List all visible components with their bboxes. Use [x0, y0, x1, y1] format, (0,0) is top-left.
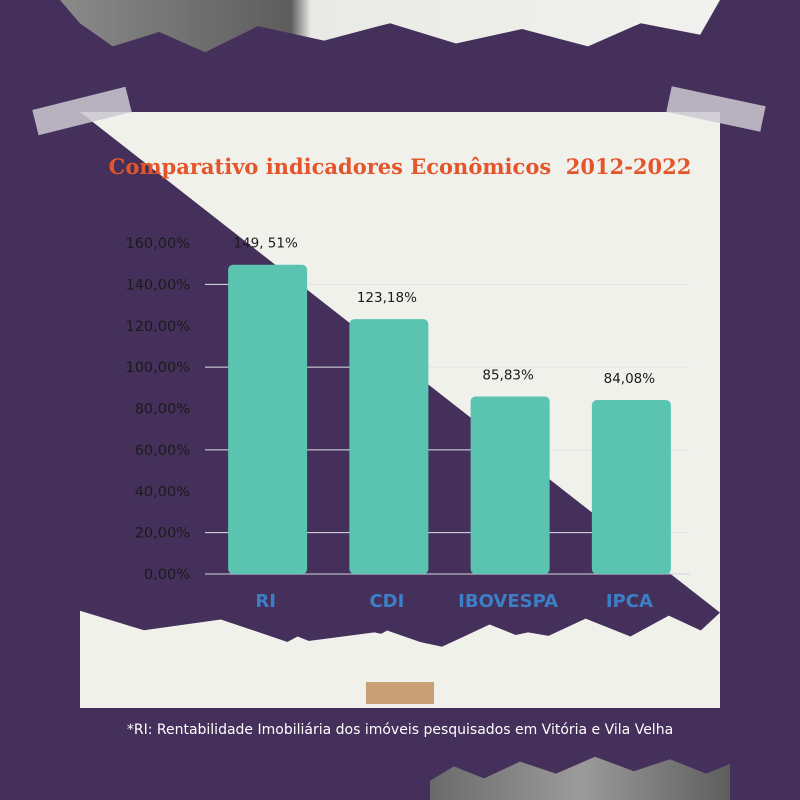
x-tick-label: IBOVESPA — [458, 591, 558, 612]
x-tick-label: IPCA — [606, 591, 653, 612]
bar — [470, 396, 550, 574]
bar — [591, 400, 671, 574]
data-label: 123,18% — [357, 290, 417, 306]
tape-strip-bottom — [366, 682, 434, 704]
data-label: 85,83% — [482, 367, 534, 383]
data-label: 84,08% — [604, 371, 656, 387]
y-tick-label: 0,00% — [144, 567, 190, 583]
data-label: 149, 51% — [233, 236, 298, 252]
y-tick-label: 120,00% — [125, 319, 190, 335]
y-tick-label: 100,00% — [125, 360, 190, 376]
y-tick-label: 80,00% — [135, 402, 190, 418]
chart-title: Comparativo indicadores Econômicos 2012-… — [108, 154, 692, 179]
x-tick-label: RI — [255, 591, 276, 612]
y-tick-label: 40,00% — [135, 484, 190, 500]
y-tick-label: 60,00% — [135, 443, 190, 459]
y-tick-label: 20,00% — [135, 526, 190, 542]
x-tick-label: CDI — [369, 591, 404, 612]
y-tick-label: 140,00% — [125, 277, 190, 293]
y-tick-label: 160,00% — [125, 236, 190, 252]
bar — [349, 319, 429, 574]
footnote: *RI: Rentabilidade Imobiliária dos imóve… — [126, 722, 674, 738]
bar — [228, 264, 308, 574]
